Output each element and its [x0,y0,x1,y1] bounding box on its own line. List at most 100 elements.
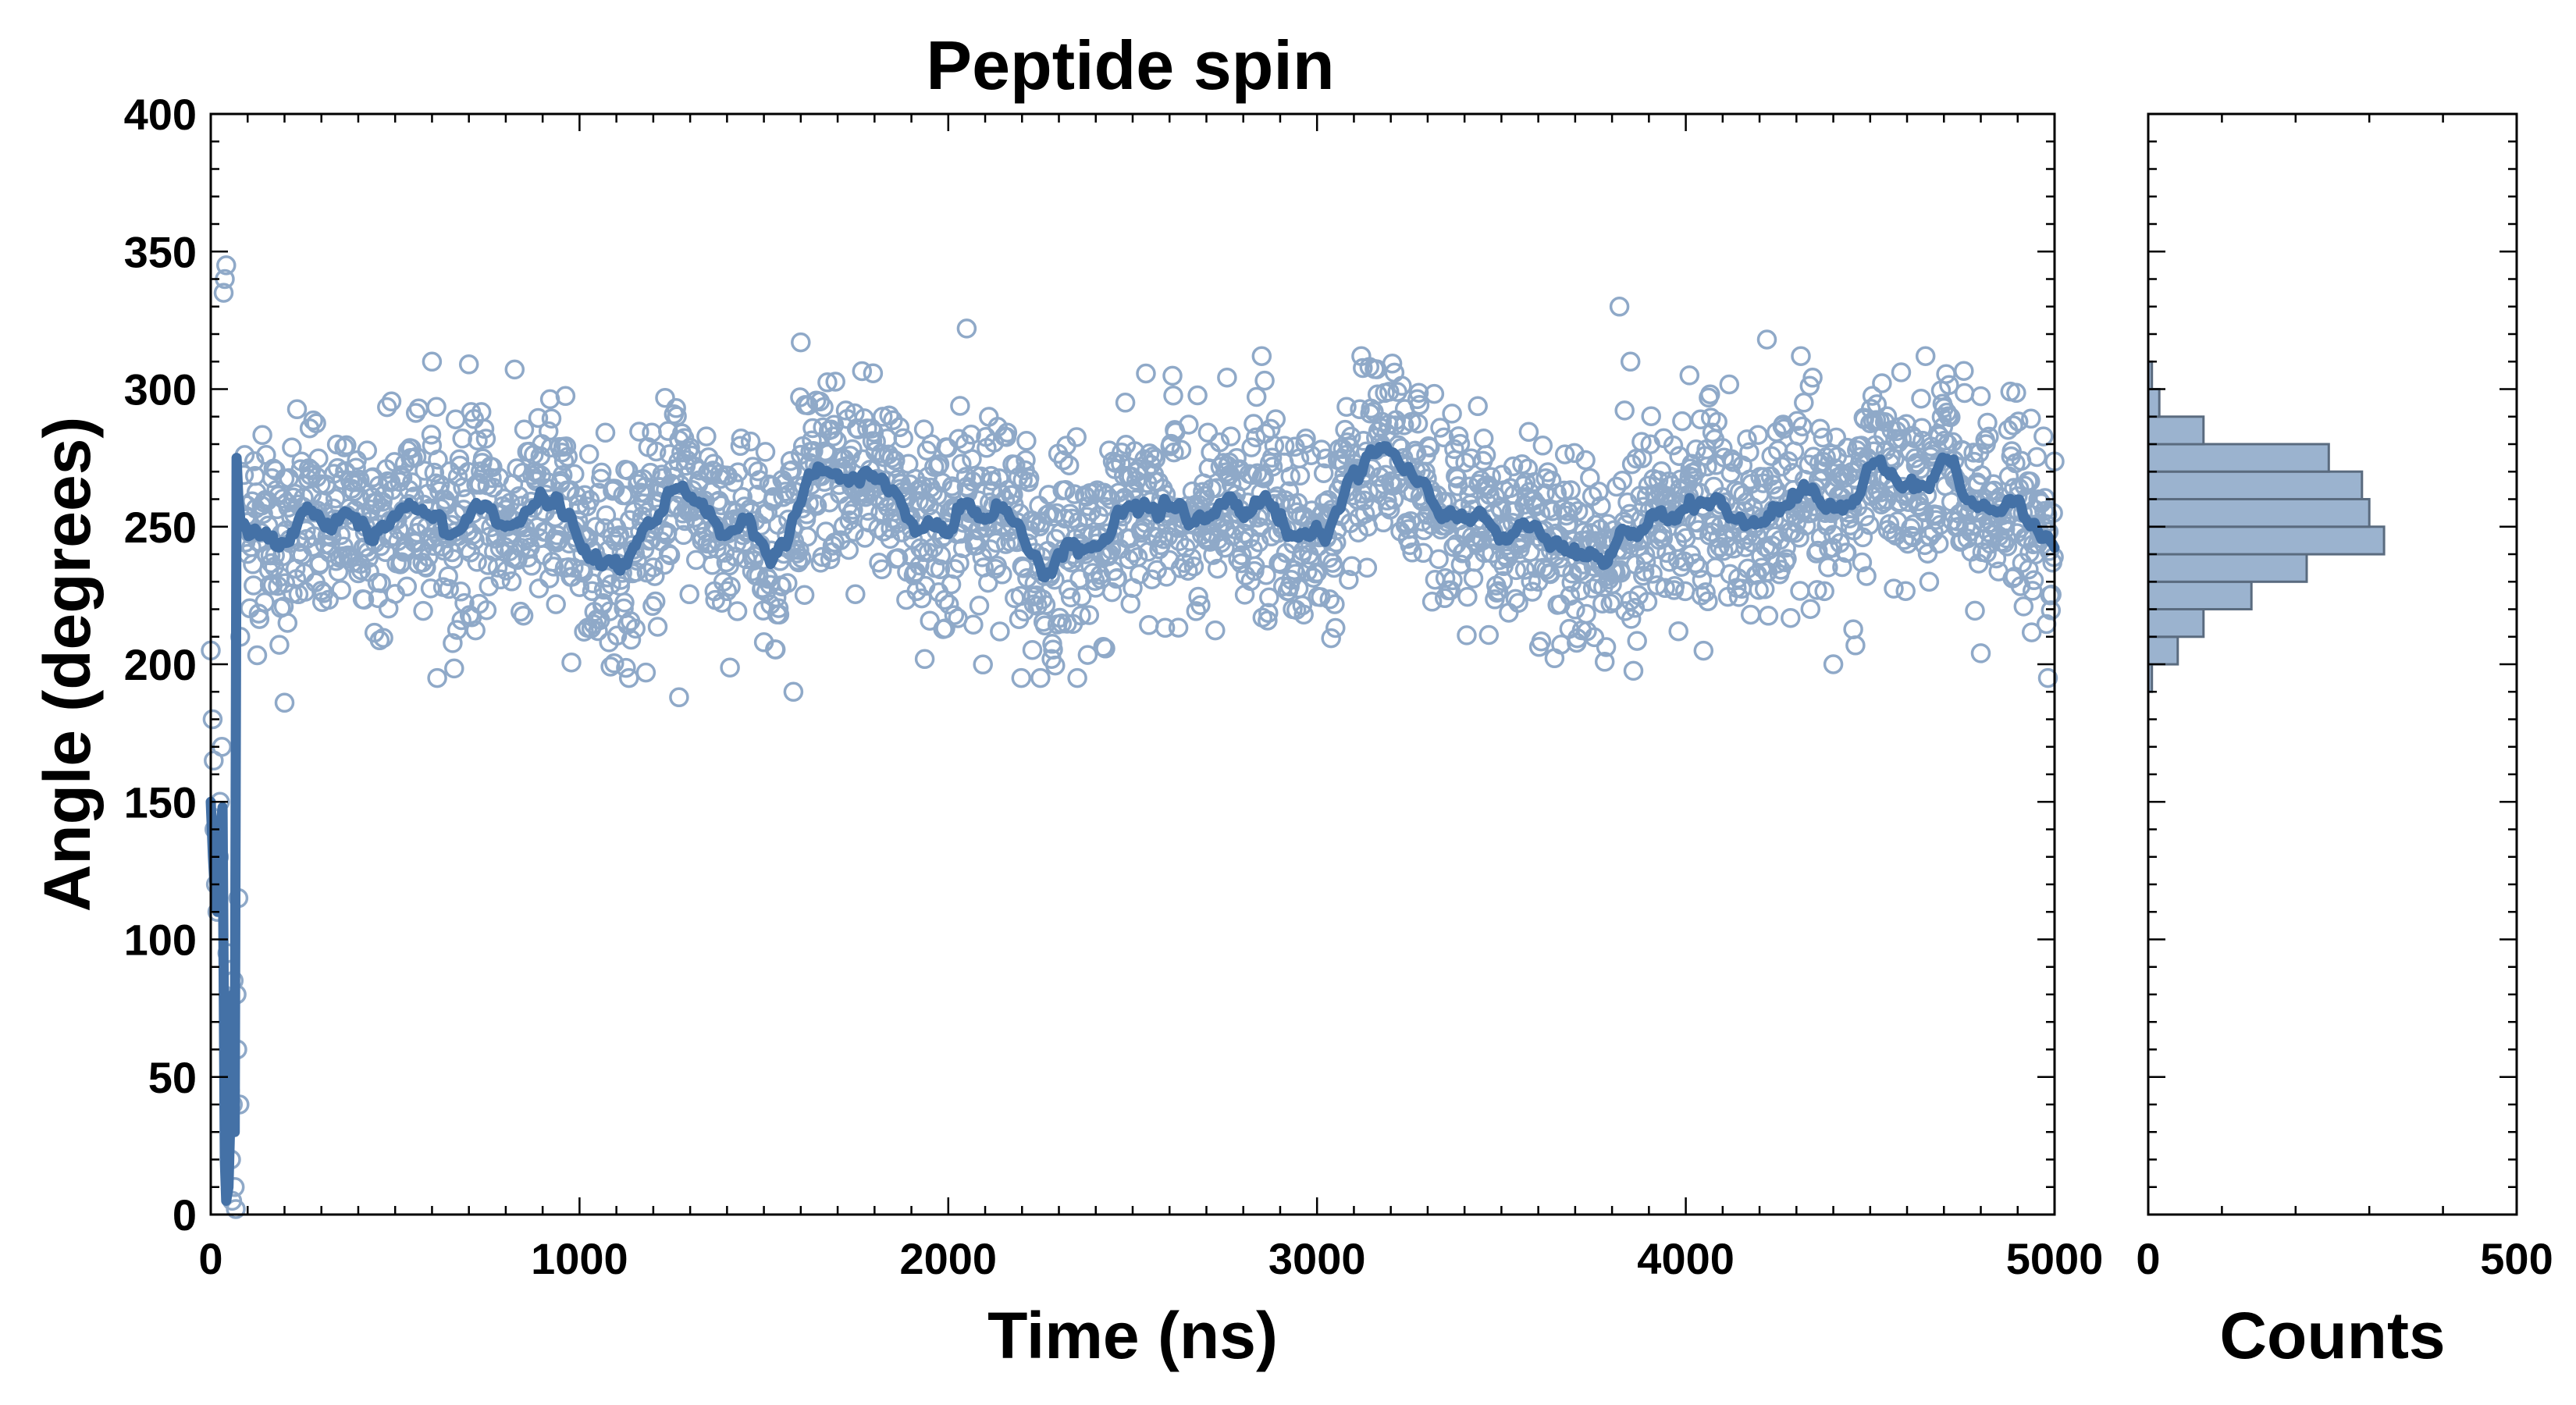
chart-title: Peptide spin [926,27,1334,104]
scatter-point [852,361,873,382]
scatter-point [780,450,801,471]
scatter-point [1409,394,1430,415]
scatter-point [1891,362,1912,382]
scatter-point [482,468,502,489]
scatter-point [424,462,445,483]
scatter-point [2013,596,2034,617]
scatter-point [1348,522,1368,542]
scatter-point [1339,570,1359,590]
scatter-point [601,574,621,595]
histogram-bar [2147,415,2205,446]
scatter-point [992,564,1012,585]
scatter-point [740,431,761,452]
scatter-point [1641,406,1661,426]
scatter-point [1442,404,1462,424]
y-tick-label: 250 [124,503,197,552]
scatter-point [717,465,738,486]
scatter-point [1022,639,1043,660]
scatter-point [465,620,486,641]
scatter-point [1737,429,1757,450]
scatter-point [1843,619,1863,639]
scatter-point [1542,501,1563,521]
scatter-point [244,451,265,471]
scatter-point [1693,640,1714,661]
scatter-point [561,652,582,673]
scatter-point [1450,433,1471,454]
scatter-point [1095,638,1115,659]
scatter-point [783,681,804,702]
scatter-point [474,418,495,439]
scatter-point [997,422,1018,443]
scatter-point [1408,382,1429,403]
scatter-point [961,425,981,445]
scatter-point [825,372,845,392]
scatter-point [929,454,950,475]
scatter-point [286,399,308,420]
scatter-point [1421,592,1443,612]
scatter-point [1723,452,1743,472]
scatter-point [1262,457,1283,477]
scatter-point [1740,604,1761,625]
scatter-point [823,426,844,446]
scatter-point [1656,542,1677,564]
scatter-point [769,604,790,625]
scatter-point [617,486,637,506]
scatter-point [1637,592,1658,612]
x-tick-label: 0 [198,1234,222,1283]
scatter-point [1379,382,1400,402]
scatter-point [935,618,955,638]
scatter-point [247,645,268,666]
scatter-point [1188,586,1208,607]
histogram-bar [2147,525,2386,556]
scatter-point [1003,485,1023,505]
scatter-point [1228,549,1248,570]
scatter-point [556,436,577,457]
scatter-point [1079,605,1100,625]
scatter-point [1168,617,1189,638]
scatter-point [727,601,748,621]
scatter-point [553,450,575,471]
scatter-point [878,444,899,464]
scatter-point [1066,427,1087,447]
scatter-point [1788,425,1809,446]
scatter-point [647,617,668,637]
scatter-point [1353,357,1373,379]
scatter-point [1016,431,1037,451]
scatter-point [582,581,603,602]
scatter-point [1264,436,1285,456]
scatter-point [1488,581,1509,602]
scatter-point [888,548,909,568]
scatter-point [2008,411,2029,432]
scatter-point [483,477,503,498]
scatter-point [842,439,863,460]
scatter-point [308,448,329,469]
scatter-point [1207,558,1228,579]
histogram-bars [2147,360,2386,693]
scatter-point [714,542,735,563]
scatter-point [1594,652,1615,672]
scatter-point [866,432,886,452]
scatter-point [1807,580,1827,600]
scatter-point [1430,418,1450,438]
scatter-point [1341,556,1362,577]
hist-x-tick-label: 500 [2480,1234,2553,1283]
scatter-point [540,437,561,458]
scatter-point [591,462,612,483]
scatter-point [1976,542,1997,564]
scatter-point [357,440,378,461]
scatter-point [1874,492,1895,513]
scatter-point [1781,607,1801,628]
scatter-point [646,441,667,462]
scatter-point [1382,353,1403,374]
scatter-point [602,527,622,547]
scatter-point [1672,411,1692,432]
scatter-point [1077,645,1098,665]
scatter-point [269,635,290,655]
scatter-point [1313,463,1334,483]
scatter-point [1954,382,1975,404]
scatter-point [1728,587,1749,607]
scatter-point [1246,386,1267,407]
scatter-point [1522,582,1542,602]
scatter-point [1258,610,1278,631]
scatter-point [1443,570,1463,591]
